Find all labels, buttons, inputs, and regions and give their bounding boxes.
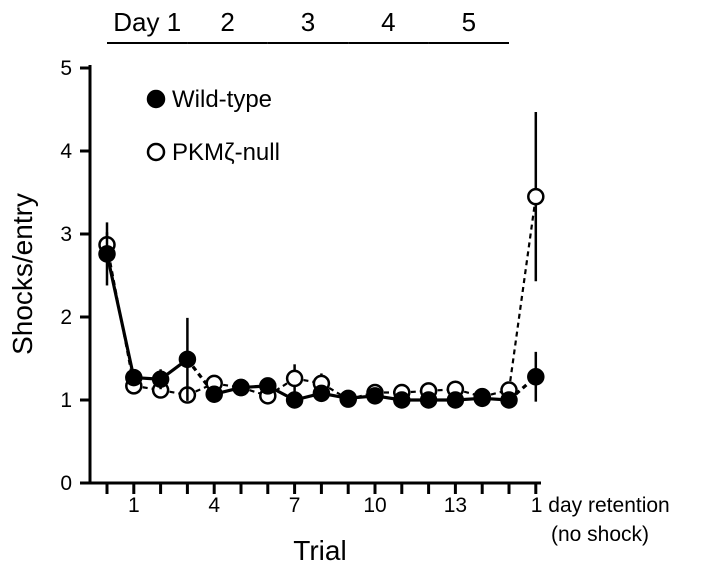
data-point — [151, 370, 170, 388]
x-tick-label: 7 — [289, 494, 301, 517]
legend-label-pkmz-null: PKMζ-null — [172, 139, 280, 166]
data-point — [312, 384, 331, 403]
day-label: 3 — [301, 7, 315, 37]
data-point — [98, 245, 116, 263]
legend-marker-pkmz-null — [146, 142, 166, 162]
data-point — [125, 368, 143, 387]
y-ticks: 0 1 2 3 4 5 — [60, 57, 90, 495]
x-axis-title: Trial — [293, 535, 346, 566]
data-point — [285, 391, 304, 409]
day-label: 2 — [220, 7, 234, 37]
series-pkm-null — [98, 111, 545, 408]
axes — [88, 65, 541, 485]
x-tick-label: 13 — [444, 494, 467, 517]
data-point — [527, 187, 545, 206]
x-tick-label: 1 day retention — [531, 494, 670, 517]
y-axis-title: Shocks/entry — [7, 193, 38, 355]
day-label: Day 1 — [113, 7, 181, 37]
x-ticks: 1 4 7 10 13 1 day retention — [105, 483, 670, 517]
data-point — [393, 391, 411, 409]
data-point — [259, 377, 277, 395]
legend-label-wild-type: Wild-type — [172, 86, 272, 113]
y-tick-label: 1 — [60, 389, 72, 412]
data-point — [285, 369, 304, 388]
legend: Wild-type PKMζ-null — [146, 86, 280, 166]
series — [98, 111, 545, 409]
x-note-no-shock: (no shock) — [551, 523, 649, 546]
day-brackets: Day 1 2 3 4 5 — [107, 7, 509, 44]
y-tick-label: 5 — [60, 57, 72, 80]
x-tick-label: 10 — [363, 494, 386, 517]
data-point — [232, 378, 250, 397]
data-point — [205, 385, 223, 403]
x-tick-label: 1 — [128, 494, 140, 517]
data-point — [419, 391, 438, 409]
series-wild-type — [98, 222, 545, 409]
data-point — [500, 391, 518, 409]
y-tick-label: 3 — [60, 223, 72, 246]
y-tick-label: 0 — [60, 472, 72, 495]
legend-marker-wild-type — [146, 89, 166, 109]
data-point — [366, 387, 384, 405]
data-point — [339, 389, 357, 408]
data-point — [446, 391, 465, 409]
day-label: 5 — [462, 7, 476, 37]
y-tick-label: 2 — [60, 306, 72, 329]
series-line-segment — [507, 196, 537, 391]
data-point — [473, 389, 491, 408]
y-tick-label: 4 — [60, 140, 72, 163]
data-point — [527, 368, 545, 386]
series-line-segment — [105, 253, 136, 378]
day-label: 4 — [381, 7, 395, 37]
data-point — [178, 350, 197, 369]
x-tick-label: 4 — [208, 494, 220, 517]
